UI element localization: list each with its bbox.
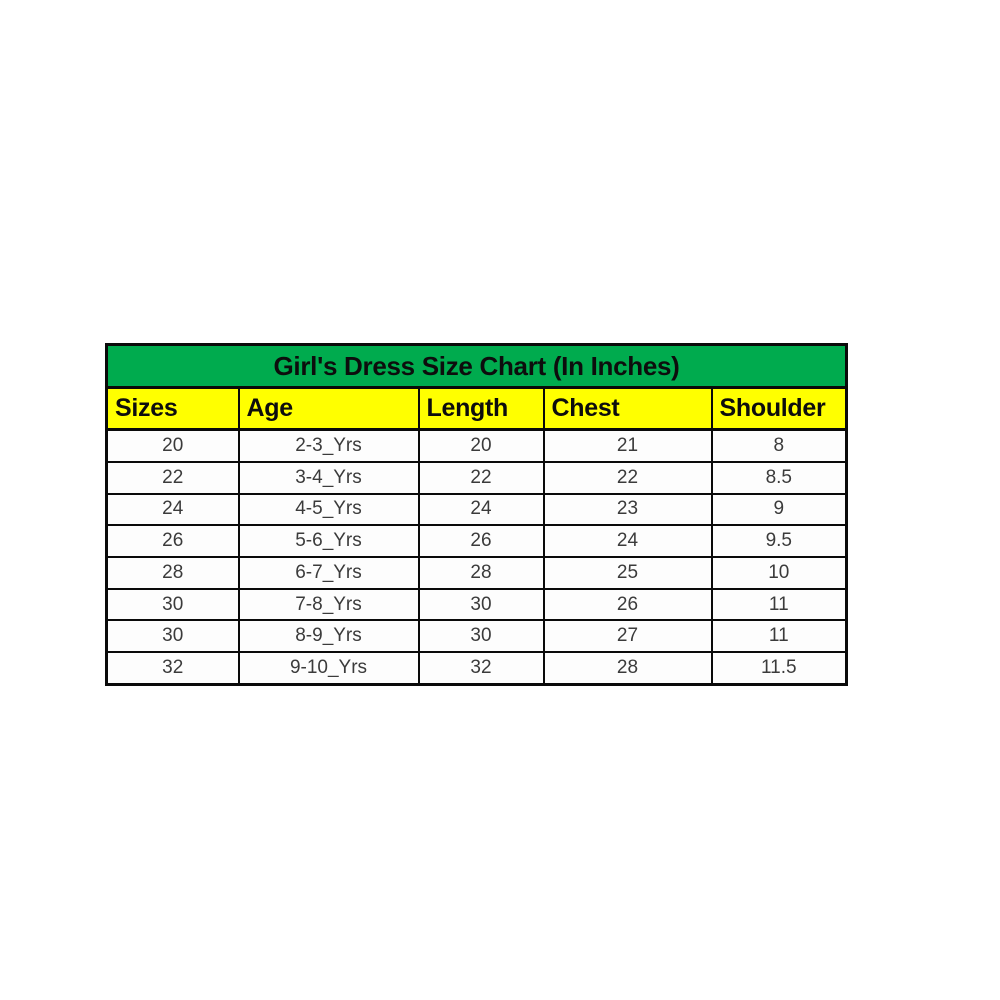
table-body: 20 2-3_Yrs 20 21 8 22 3-4_Yrs 22 22 8.5 …	[105, 428, 848, 686]
cell-chest: 28	[542, 651, 713, 686]
cell-length: 32	[417, 651, 545, 686]
table-row: 28 6-7_Yrs 28 25 10	[105, 555, 848, 590]
cell-age: 2-3_Yrs	[237, 428, 420, 463]
cell-chest: 24	[542, 524, 713, 558]
column-header-sizes: Sizes	[105, 386, 240, 431]
table-row: 32 9-10_Yrs 32 28 11.5	[105, 651, 848, 686]
table-title-row: Girl's Dress Size Chart (In Inches)	[105, 343, 848, 389]
cell-chest: 21	[542, 428, 713, 463]
cell-shoulder: 8	[710, 428, 848, 463]
cell-sizes: 28	[105, 555, 240, 590]
cell-shoulder: 11.5	[710, 651, 848, 686]
cell-shoulder: 10	[710, 555, 848, 590]
cell-chest: 27	[542, 619, 713, 654]
cell-chest: 22	[542, 460, 713, 495]
cell-chest: 25	[542, 555, 713, 590]
cell-shoulder: 9.5	[710, 524, 848, 558]
cell-age: 6-7_Yrs	[237, 555, 420, 590]
cell-chest: 26	[542, 587, 713, 622]
column-header-length: Length	[417, 386, 545, 431]
cell-age: 3-4_Yrs	[237, 460, 420, 495]
cell-length: 28	[417, 555, 545, 590]
column-header-chest: Chest	[542, 386, 713, 431]
cell-age: 9-10_Yrs	[237, 651, 420, 686]
cell-shoulder: 8.5	[710, 460, 848, 495]
cell-chest: 23	[542, 492, 713, 527]
column-header-shoulder: Shoulder	[710, 386, 848, 431]
table-row: 20 2-3_Yrs 20 21 8	[105, 428, 848, 463]
cell-age: 8-9_Yrs	[237, 619, 420, 654]
cell-sizes: 32	[105, 651, 240, 686]
cell-shoulder: 11	[710, 619, 848, 654]
cell-shoulder: 11	[710, 587, 848, 622]
cell-age: 7-8_Yrs	[237, 587, 420, 622]
cell-sizes: 30	[105, 619, 240, 654]
cell-age: 4-5_Yrs	[237, 492, 420, 527]
cell-length: 20	[417, 428, 545, 463]
cell-length: 30	[417, 587, 545, 622]
cell-length: 22	[417, 460, 545, 495]
cell-length: 26	[417, 524, 545, 558]
cell-sizes: 26	[105, 524, 240, 558]
cell-sizes: 20	[105, 428, 240, 463]
table-row: 22 3-4_Yrs 22 22 8.5	[105, 460, 848, 495]
cell-age: 5-6_Yrs	[237, 524, 420, 558]
table-row: 30 8-9_Yrs 30 27 11	[105, 619, 848, 654]
cell-length: 24	[417, 492, 545, 527]
column-header-age: Age	[237, 386, 420, 431]
cell-length: 30	[417, 619, 545, 654]
cell-sizes: 22	[105, 460, 240, 495]
cell-sizes: 30	[105, 587, 240, 622]
cell-shoulder: 9	[710, 492, 848, 527]
table-row: 30 7-8_Yrs 30 26 11	[105, 587, 848, 622]
cell-sizes: 24	[105, 492, 240, 527]
table-title: Girl's Dress Size Chart (In Inches)	[105, 343, 848, 389]
table-header-row: Sizes Age Length Chest Shoulder	[105, 386, 848, 431]
table-row: 26 5-6_Yrs 26 24 9.5	[105, 524, 848, 558]
size-chart-table: Girl's Dress Size Chart (In Inches) Size…	[105, 343, 849, 686]
table-row: 24 4-5_Yrs 24 23 9	[105, 492, 848, 527]
